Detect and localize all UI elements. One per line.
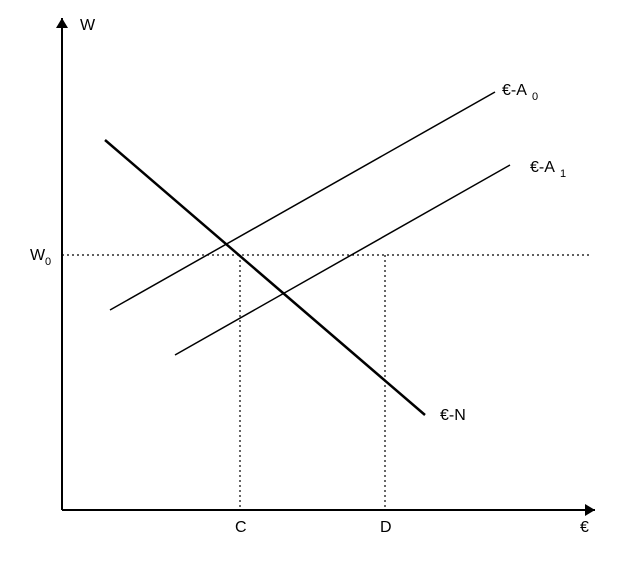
- chart-container: W€W0CD€-A0€-A1€-N: [0, 0, 620, 562]
- svg-text:€-A: €-A: [502, 82, 527, 99]
- svg-text:€-A: €-A: [530, 159, 555, 176]
- y-axis-label: W: [80, 17, 96, 34]
- svg-text:0: 0: [532, 91, 538, 103]
- x-axis-label: €: [580, 519, 589, 536]
- chart-bg: [0, 0, 620, 562]
- svg-text:1: 1: [560, 168, 566, 180]
- svg-text:W: W: [30, 247, 46, 264]
- d-label: D: [380, 519, 392, 536]
- economics-chart: W€W0CD€-A0€-A1€-N: [0, 0, 620, 562]
- svg-text:0: 0: [45, 256, 51, 268]
- label-n: €-N: [440, 407, 466, 424]
- c-label: C: [235, 519, 247, 536]
